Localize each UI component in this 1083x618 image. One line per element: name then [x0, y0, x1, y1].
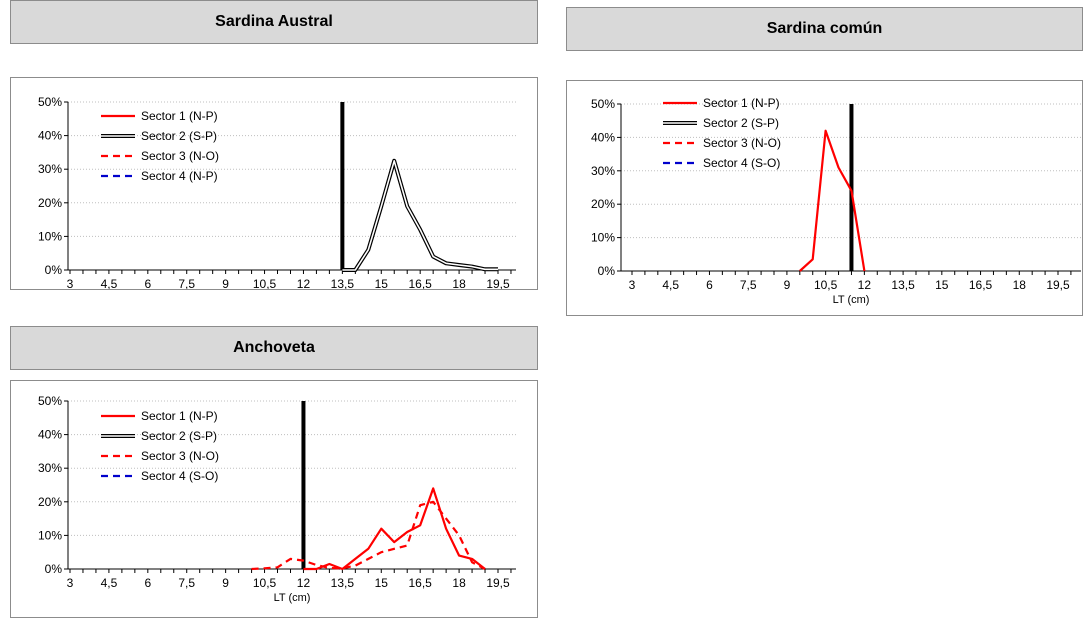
x-tick-label: 15 — [935, 278, 949, 292]
legend-label: Sector 1 (N-P) — [703, 96, 780, 110]
x-tick-label: 4,5 — [662, 278, 679, 292]
x-tick-label: 18 — [1013, 278, 1027, 292]
legend-label: Sector 2 (S-P) — [703, 116, 779, 130]
x-tick-label: 10,5 — [253, 576, 277, 590]
x-tick-label: 13,5 — [891, 278, 915, 292]
x-tick-label: 12 — [858, 278, 872, 292]
y-tick-label: 50% — [38, 95, 62, 109]
series-line — [303, 487, 486, 571]
x-tick-label: 19,5 — [486, 576, 510, 590]
y-tick-label: 40% — [38, 129, 62, 143]
legend-label: Sector 1 (N-P) — [141, 409, 218, 423]
chart-svg: 0% 10% 20% 30% 40% 50% 3 4,5 6 7,5 9 10,5 12 13,5 15 16… — [591, 96, 1081, 306]
y-tick-label: 20% — [38, 196, 62, 210]
series-line-inner — [342, 160, 498, 271]
legend-label: Sector 4 (S-O) — [141, 469, 218, 483]
x-tick-label: 6 — [706, 278, 713, 292]
x-tick-label: 7,5 — [178, 576, 195, 590]
chart-title: Sardina común — [566, 7, 1083, 51]
x-tick-label: 3 — [67, 576, 74, 590]
series-line — [799, 129, 866, 272]
chart-title: Sardina Austral — [10, 0, 538, 44]
y-tick-label: 30% — [591, 164, 615, 178]
x-tick-label: 4,5 — [101, 277, 118, 289]
y-tick-label: 50% — [38, 394, 62, 408]
x-tick-label: 6 — [144, 576, 151, 590]
x-tick-label: 13,5 — [331, 576, 355, 590]
chart-panel: 0% 10% 20% 30% 40% 50% 3 4,5 6 7,5 9 10,5 12 13,5 15 16… — [10, 380, 538, 618]
chart-panel: 0% 10% 20% 30% 40% 50% 3 4,5 6 7,5 9 10,5 12 13,5 15 16… — [10, 77, 538, 290]
x-tick-label: 15 — [375, 576, 389, 590]
y-tick-label: 10% — [38, 528, 62, 542]
y-tick-label: 10% — [38, 229, 62, 243]
y-tick-label: 0% — [45, 263, 63, 277]
legend-label: Sector 1 (N-P) — [141, 109, 218, 123]
legend-label: Sector 2 (S-P) — [141, 429, 217, 443]
x-tick-label: 10,5 — [253, 277, 277, 289]
legend-label: Sector 4 (N-P) — [141, 169, 218, 183]
x-tick-label: 12 — [297, 576, 311, 590]
y-tick-label: 0% — [598, 264, 616, 278]
x-tick-label: 6 — [144, 277, 151, 289]
x-tick-label: 12 — [297, 277, 311, 289]
x-tick-label: 19,5 — [1046, 278, 1070, 292]
x-tick-label: 7,5 — [740, 278, 757, 292]
legend-label: Sector 4 (S-O) — [703, 156, 780, 170]
legend-label: Sector 3 (N-O) — [141, 449, 219, 463]
y-tick-label: 20% — [591, 197, 615, 211]
x-tick-label: 4,5 — [101, 576, 118, 590]
y-tick-label: 10% — [591, 231, 615, 245]
x-tick-label: 16,5 — [969, 278, 993, 292]
legend-label: Sector 2 (S-P) — [141, 129, 217, 143]
y-tick-label: 40% — [38, 428, 62, 442]
chart-panel: 0% 10% 20% 30% 40% 50% 3 4,5 6 7,5 9 10,5 12 13,5 15 16… — [566, 80, 1083, 316]
x-tick-label: 18 — [452, 277, 466, 289]
x-tick-label: 13,5 — [331, 277, 355, 289]
y-tick-label: 0% — [45, 562, 63, 576]
x-tick-label: 3 — [629, 278, 636, 292]
x-tick-label: 9 — [784, 278, 791, 292]
y-tick-label: 30% — [38, 162, 62, 176]
x-tick-label: 16,5 — [409, 576, 433, 590]
series-line — [251, 500, 486, 571]
x-tick-label: 7,5 — [178, 277, 195, 289]
x-tick-label: 10,5 — [814, 278, 838, 292]
x-axis-label: LT (cm) — [274, 592, 311, 604]
y-tick-label: 20% — [38, 495, 62, 509]
x-axis-label: LT (cm) — [833, 294, 870, 306]
chart-svg: 0% 10% 20% 30% 40% 50% 3 4,5 6 7,5 9 10,5 12 13,5 15 16… — [38, 95, 516, 289]
x-tick-label: 18 — [452, 576, 466, 590]
chart-svg: 0% 10% 20% 30% 40% 50% 3 4,5 6 7,5 9 10,5 12 13,5 15 16… — [38, 394, 516, 604]
x-tick-label: 15 — [375, 277, 389, 289]
x-tick-label: 9 — [222, 277, 229, 289]
legend-label: Sector 3 (N-O) — [703, 136, 781, 150]
x-tick-label: 9 — [222, 576, 229, 590]
y-tick-label: 30% — [38, 461, 62, 475]
chart-title: Anchoveta — [10, 326, 538, 370]
y-tick-label: 40% — [591, 130, 615, 144]
y-tick-label: 50% — [591, 97, 615, 111]
legend-label: Sector 3 (N-O) — [141, 149, 219, 163]
x-tick-label: 16,5 — [409, 277, 433, 289]
x-tick-label: 3 — [67, 277, 74, 289]
x-tick-label: 19,5 — [486, 277, 510, 289]
